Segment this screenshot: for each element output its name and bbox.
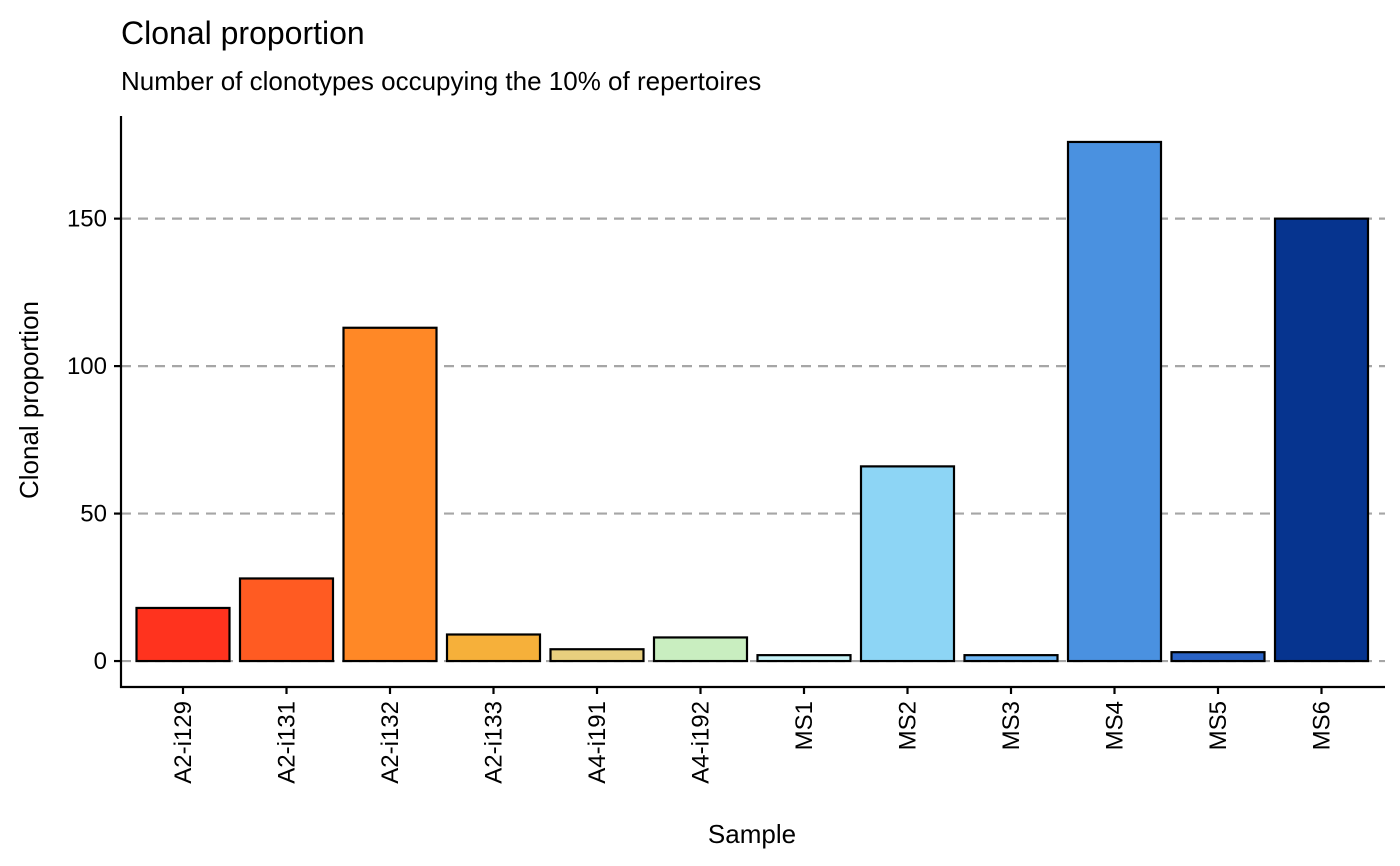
y-tick-label: 50 bbox=[80, 501, 107, 528]
x-ticks: A2-i129 A2-i131 A2-i132 A2-i133 A4-i191 A4-i1… bbox=[170, 687, 1336, 784]
y-tick-label: 100 bbox=[67, 353, 107, 380]
bar-MS5 bbox=[1170, 651, 1266, 663]
bar-A2-i131 bbox=[238, 577, 335, 663]
chart-title: Clonal proportion bbox=[121, 15, 365, 51]
x-tick-label: A2-i129 bbox=[170, 701, 197, 784]
bar-A2-i129 bbox=[135, 606, 231, 663]
bar-MS6 bbox=[1273, 217, 1370, 663]
chart-subtitle: Number of clonotypes occupying the 10% o… bbox=[121, 66, 761, 96]
x-tick-label: A2-i131 bbox=[274, 701, 301, 784]
y-axis-label: Clonal proportion bbox=[14, 301, 44, 499]
x-tick-label: A2-i132 bbox=[377, 701, 404, 784]
x-tick-label: MS6 bbox=[1309, 701, 1336, 750]
bar-A4-i192 bbox=[652, 636, 749, 663]
x-tick-label: MS4 bbox=[1102, 701, 1129, 750]
bar-MS4 bbox=[1066, 140, 1163, 663]
x-tick-label: MS2 bbox=[895, 701, 922, 750]
x-axis-label: Sample bbox=[708, 819, 796, 849]
bar-A2-i132 bbox=[342, 326, 438, 663]
y-tick-label: 0 bbox=[94, 648, 107, 675]
y-ticks: 0 50 100 150 bbox=[67, 206, 121, 675]
bar-MS2 bbox=[859, 465, 956, 663]
bar-MS1 bbox=[756, 654, 852, 663]
bar-A4-i191 bbox=[549, 648, 645, 663]
x-tick-label: MS1 bbox=[791, 701, 818, 750]
x-tick-label: A4-i192 bbox=[688, 701, 715, 784]
bar-A2-i133 bbox=[445, 633, 542, 663]
bar-MS3 bbox=[963, 654, 1059, 663]
x-tick-label: A2-i133 bbox=[481, 701, 508, 784]
axes bbox=[119, 116, 1385, 689]
x-tick-label: MS3 bbox=[998, 701, 1025, 750]
bars bbox=[135, 140, 1370, 663]
x-tick-label: MS5 bbox=[1205, 701, 1232, 750]
y-tick-label: 150 bbox=[67, 206, 107, 233]
x-tick-label: A4-i191 bbox=[584, 701, 611, 784]
